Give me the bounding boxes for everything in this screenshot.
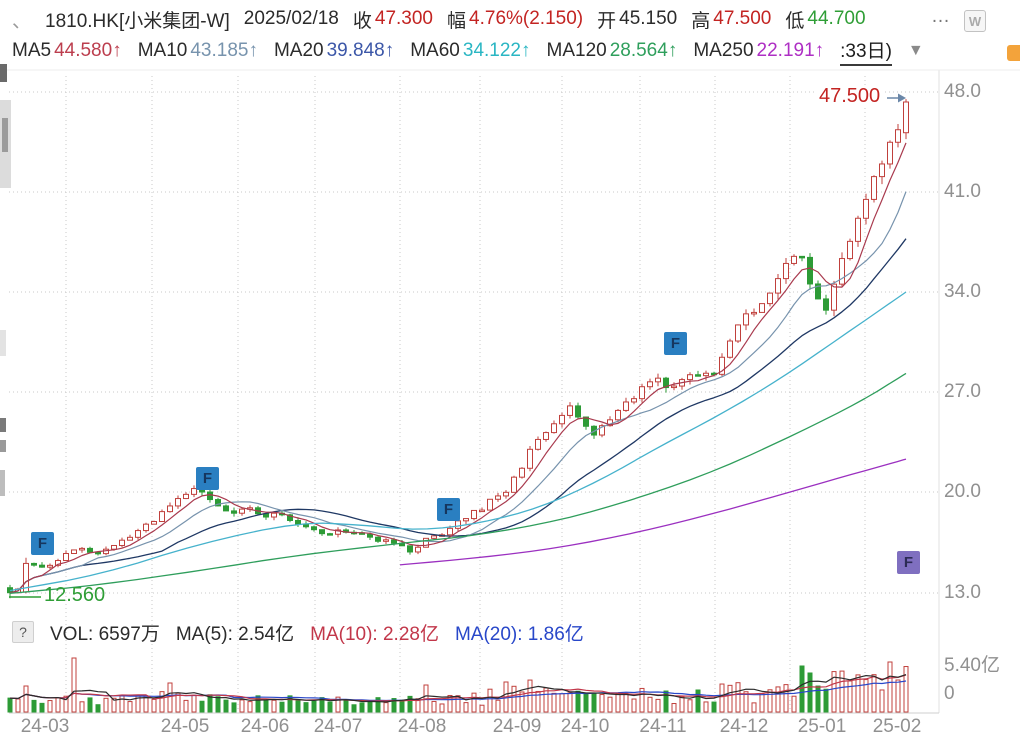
more-menu-icon[interactable]: … — [931, 6, 952, 27]
x-axis-label: 24-08 — [397, 716, 447, 737]
x-axis-label: 24-10 — [560, 716, 610, 737]
ma120-legend: MA120 28.564↑ — [546, 40, 678, 61]
sidebar-fragment[interactable] — [0, 440, 6, 452]
quote-header: 、 1810.HK[小米集团-W] 2025/02/18 收 47.300 幅 4.… — [12, 5, 866, 33]
x-axis-label: 24-06 — [240, 716, 290, 737]
y-axis-label: 27.0 — [944, 381, 981, 402]
stock-symbol: 1810.HK[小米集团-W] — [45, 10, 230, 32]
y-axis-label: 41.0 — [944, 181, 981, 202]
x-axis-label: 24-03 — [20, 716, 70, 737]
vol-ma10: MA(10): 2.28亿 — [310, 623, 439, 645]
sidebar-fragment — [2, 118, 8, 152]
low-quote: 低 44.700 — [785, 8, 866, 32]
sidebar-fragment[interactable] — [0, 64, 7, 82]
vol-ma5: MA(5): 2.54亿 — [175, 623, 295, 645]
w-watermark-icon[interactable]: W — [964, 10, 986, 32]
ma60-legend: MA60 34.122↑ — [410, 40, 531, 61]
x-axis-label: 24-09 — [492, 716, 542, 737]
ma-legend-bar: MA5 44.580↑ MA10 43.185↑ MA20 39.848↑ MA… — [12, 36, 924, 66]
ma20-legend: MA20 39.848↑ — [273, 40, 395, 61]
vol-ma20: MA(20): 1.86亿 — [454, 623, 584, 645]
x-axis-label: 24-12 — [719, 716, 769, 737]
volume-legend-bar: ? VOL: 6597万 MA(5): 2.54亿 MA(10): 2.28亿 … — [12, 619, 584, 645]
y-axis-label: 48.0 — [944, 81, 981, 102]
cutoff-glyph: 、 — [12, 10, 32, 32]
sidebar-fragment — [0, 470, 5, 496]
y-axis-label: 13.0 — [944, 582, 981, 603]
high-price-marker: 47.500 — [817, 85, 883, 108]
sidebar-fragment[interactable] — [0, 418, 6, 432]
collapse-triangle-icon[interactable]: ▼ — [907, 42, 924, 59]
f-event-badge[interactable]: F — [437, 498, 460, 521]
range-selector[interactable]: :33日) — [840, 36, 892, 66]
vol-value: VOL: 6597万 — [50, 623, 160, 645]
y-axis-label: 34.0 — [944, 281, 981, 302]
low-price-marker: 12.560 — [44, 584, 106, 606]
x-axis-label: 24-07 — [313, 716, 363, 737]
help-icon[interactable]: ? — [12, 621, 34, 643]
high-quote: 高 47.500 — [691, 8, 772, 32]
open-quote: 开 45.150 — [597, 8, 678, 32]
x-axis-label: 25-02 — [872, 716, 922, 737]
y-axis-label: 20.0 — [944, 481, 981, 502]
sidebar-fragment — [0, 330, 6, 356]
x-axis-label: 24-05 — [160, 716, 210, 737]
volume-axis-label: 0 — [944, 683, 955, 704]
f-event-badge[interactable]: F — [664, 332, 687, 355]
f-event-badge[interactable]: F — [31, 532, 54, 555]
x-axis-label: 24-11 — [639, 716, 687, 737]
ma250-legend: MA250 22.191↑ — [693, 40, 825, 61]
f-event-badge[interactable]: F — [196, 467, 219, 490]
x-axis-label: 25-01 — [797, 716, 847, 737]
quote-date: 2025/02/18 — [243, 8, 339, 29]
close-quote: 收 47.300 — [352, 8, 434, 32]
cutoff-orange-icon[interactable] — [1007, 45, 1020, 61]
ma5-legend: MA5 44.580↑ — [12, 40, 122, 61]
f-event-badge[interactable]: F — [897, 551, 920, 574]
change-quote: 幅 4.76%(2.150) — [447, 8, 584, 32]
volume-axis-label: 5.40亿 — [944, 655, 1000, 676]
ma10-legend: MA10 43.185↑ — [137, 40, 258, 61]
